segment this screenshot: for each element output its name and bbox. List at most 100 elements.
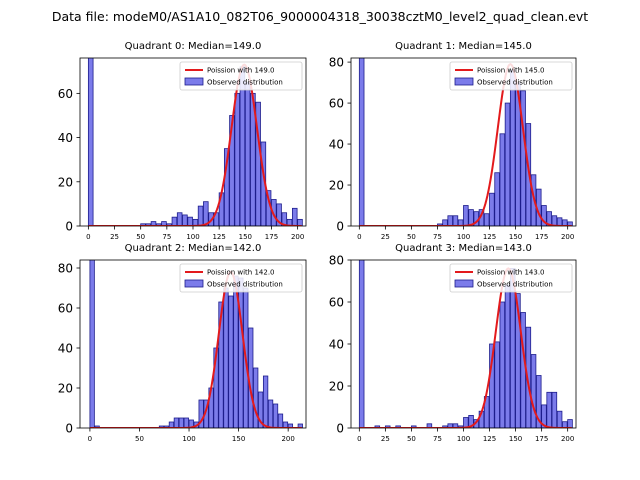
- x-tick-label: 175: [535, 435, 548, 443]
- y-tick-label: 40: [329, 138, 344, 152]
- histogram-bar: [287, 423, 294, 428]
- x-tick-label: 50: [407, 233, 416, 241]
- y-tick-label: 0: [65, 220, 73, 234]
- histogram-bar: [238, 277, 244, 428]
- legend-bar-label: Observed distribution: [477, 281, 553, 289]
- legend: Poission with 143.0 Observed distribution: [449, 263, 573, 293]
- x-tick-label: 25: [381, 435, 390, 443]
- histogram-bar: [358, 58, 365, 226]
- histogram-bar: [494, 341, 500, 428]
- histogram-bar: [176, 212, 183, 226]
- legend-box: [449, 263, 573, 293]
- histogram-bar: [358, 260, 365, 428]
- histogram-bar: [168, 421, 175, 428]
- histogram-bar: [468, 209, 474, 226]
- x-tick-label: 125: [212, 233, 225, 241]
- y-tick-label: 80: [329, 254, 344, 268]
- histogram-bar: [197, 205, 204, 226]
- histogram-bar: [223, 287, 229, 428]
- histogram-bar: [536, 375, 542, 428]
- y-tick-label: 0: [336, 422, 344, 436]
- histogram-bar: [483, 213, 490, 226]
- legend-line-label: Poission with 143.0: [477, 269, 545, 277]
- histogram-bar: [525, 123, 532, 226]
- x-tick-label: 125: [483, 233, 496, 241]
- legend: Poission with 149.0 Observed distribution: [179, 61, 303, 91]
- histogram-bar: [452, 215, 459, 226]
- histogram-bar: [489, 192, 495, 226]
- x-tick-label: 200: [291, 233, 304, 241]
- y-tick-label: 20: [58, 382, 73, 396]
- panel-quadrant-2: 0 50 100 150 200 0 20 40 60 80 Quadrant 2: Median=…: [58, 243, 307, 443]
- panel-title: Quadrant 3: Median=143.0: [395, 243, 532, 254]
- x-tick-label: 150: [239, 233, 252, 241]
- histogram-bar: [494, 172, 500, 226]
- y-tick-label: 40: [58, 342, 73, 356]
- legend-line-label: Poission with 149.0: [207, 67, 275, 75]
- histogram-bar: [504, 102, 511, 226]
- histogram-bar: [457, 219, 464, 226]
- histogram-bar: [442, 219, 448, 226]
- plot-area: [358, 260, 573, 428]
- x-tick-label: 50: [136, 233, 145, 241]
- legend-box: [179, 61, 303, 91]
- histogram-bar: [182, 214, 188, 226]
- poisson-curve: [359, 267, 572, 428]
- histogram-bar: [276, 203, 282, 226]
- histogram-bar: [277, 413, 284, 428]
- y-tick-label: 40: [329, 338, 344, 352]
- y-tick-label: 80: [58, 262, 73, 276]
- x-tick-label: 75: [162, 233, 171, 241]
- legend-bar-label: Observed distribution: [207, 79, 283, 87]
- legend-bar-swatch: [454, 279, 474, 288]
- histogram-bar: [244, 81, 251, 226]
- x-tick-label: 200: [561, 233, 574, 241]
- histogram-bar: [234, 92, 240, 226]
- histogram-bar: [520, 90, 526, 226]
- x-tick-label: 125: [483, 435, 496, 443]
- y-tick-label: 20: [329, 380, 344, 394]
- histogram-bar: [281, 212, 288, 226]
- histogram-bar: [546, 211, 552, 226]
- histogram-bar: [178, 417, 184, 428]
- histogram-bar: [272, 403, 279, 428]
- y-tick-label: 0: [336, 220, 344, 234]
- y-tick-label: 60: [58, 302, 73, 316]
- histogram-bar: [255, 101, 261, 226]
- histogram-bar: [253, 367, 259, 428]
- histogram-bar: [228, 295, 234, 428]
- y-tick-label: 60: [329, 97, 344, 111]
- x-tick-label: 150: [232, 435, 245, 443]
- x-tick-label: 100: [182, 435, 195, 443]
- x-tick-label: 0: [86, 233, 90, 241]
- histogram-bar: [509, 69, 516, 226]
- x-tick-label: 50: [407, 435, 416, 443]
- histogram-bar: [173, 417, 180, 428]
- axes-frame: [79, 259, 307, 429]
- x-tick-label: 25: [110, 233, 119, 241]
- x-tick-label: 175: [535, 233, 548, 241]
- histogram-bar: [556, 217, 563, 226]
- panel-title: Quadrant 0: Median=149.0: [125, 41, 262, 52]
- panel-title: Quadrant 1: Median=145.0: [395, 41, 532, 52]
- histogram-bar: [223, 148, 230, 226]
- y-tick-label: 0: [65, 422, 73, 436]
- x-tick-label: 0: [357, 435, 361, 443]
- poisson-curve: [89, 270, 303, 428]
- plot-area: [87, 58, 303, 226]
- y-tick-label: 80: [329, 56, 344, 70]
- y-tick-label: 60: [329, 296, 344, 310]
- panel-quadrant-3: 0 25 50 75 100 125 150 175 200 0 20 40 60 80 Quadrant …: [329, 243, 577, 443]
- x-tick-label: 200: [561, 435, 574, 443]
- legend-bar-label: Observed distribution: [477, 79, 553, 87]
- legend-box: [179, 263, 303, 293]
- histogram-bar: [258, 391, 264, 428]
- x-tick-label: 50: [135, 435, 144, 443]
- histogram-bar: [267, 399, 274, 428]
- y-tick-label: 20: [58, 175, 73, 189]
- histogram-bar: [198, 399, 204, 428]
- histogram-bar: [515, 293, 521, 428]
- histogram-bar: [567, 419, 573, 428]
- legend-bar-label: Observed distribution: [207, 281, 283, 289]
- legend-box: [449, 61, 573, 91]
